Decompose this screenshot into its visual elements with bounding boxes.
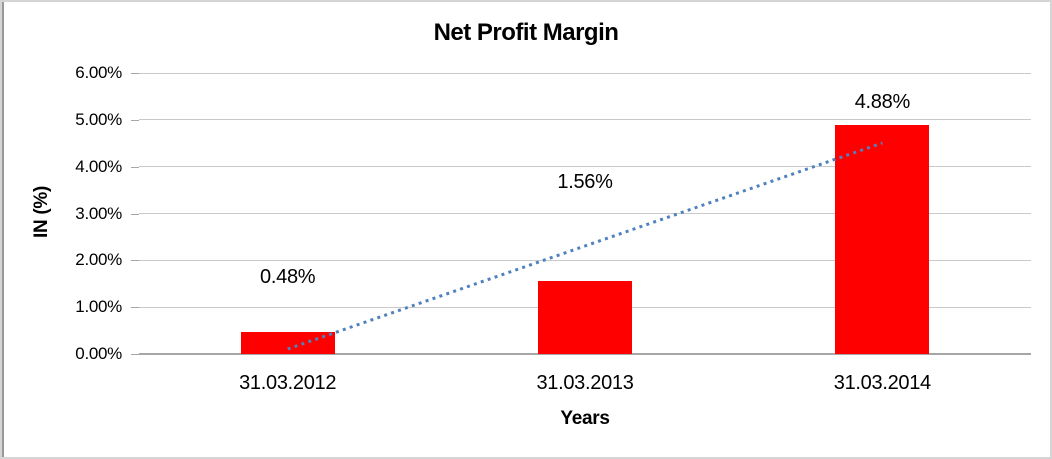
y-tick-label: 6.00%	[75, 63, 122, 82]
y-axis-tick	[131, 307, 139, 309]
data-label-31.03.2013: 1.56%	[557, 171, 613, 193]
x-tick-label: 31.03.2013	[536, 372, 634, 394]
bar-31.03.2012	[240, 331, 335, 354]
x-tick-label: 31.03.2014	[833, 372, 931, 394]
bar-31.03.2013	[538, 280, 632, 354]
y-axis-tick	[131, 166, 139, 168]
y-axis-tick	[131, 354, 139, 355]
y-tick-label: 2.00%	[75, 250, 122, 270]
x-axis-line	[139, 353, 1031, 355]
y-axis-tick	[131, 260, 139, 262]
gridline	[139, 119, 1031, 121]
y-axis-tick	[131, 213, 139, 215]
y-axis-tick	[131, 119, 139, 121]
gridline	[139, 72, 1031, 74]
y-tick-label: 0.00%	[75, 344, 122, 363]
data-label-31.03.2012: 0.48%	[260, 266, 316, 288]
gridline	[139, 259, 1031, 261]
y-tick-label: 4.00%	[75, 156, 122, 176]
gridline	[139, 213, 1031, 214]
x-tick-label: 31.03.2012	[239, 372, 337, 394]
y-tick-label: 5.00%	[75, 109, 122, 129]
chart-title: Net Profit Margin	[433, 19, 619, 46]
gridline	[139, 166, 1031, 168]
data-label-31.03.2014: 4.88%	[854, 91, 911, 113]
y-tick-label: 1.00%	[75, 297, 122, 317]
x-axis-title: Years	[560, 408, 610, 429]
y-axis-tick	[131, 73, 139, 74]
bar-31.03.2014	[835, 125, 930, 354]
y-tick-label: 3.00%	[75, 203, 122, 223]
